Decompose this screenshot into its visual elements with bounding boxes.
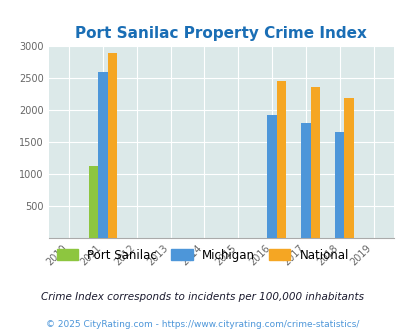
Bar: [266, 115, 276, 238]
Bar: [107, 52, 117, 238]
Legend: Port Sanilac, Michigan, National: Port Sanilac, Michigan, National: [52, 244, 353, 266]
Text: © 2025 CityRating.com - https://www.cityrating.com/crime-statistics/: © 2025 CityRating.com - https://www.city…: [46, 320, 359, 329]
Bar: [98, 72, 107, 238]
Bar: [310, 87, 319, 238]
Bar: [334, 132, 343, 238]
Bar: [301, 123, 310, 238]
Bar: [276, 81, 286, 238]
Title: Port Sanilac Property Crime Index: Port Sanilac Property Crime Index: [75, 26, 366, 41]
Bar: [343, 98, 353, 238]
Bar: [88, 166, 98, 238]
Text: Crime Index corresponds to incidents per 100,000 inhabitants: Crime Index corresponds to incidents per…: [41, 292, 364, 302]
